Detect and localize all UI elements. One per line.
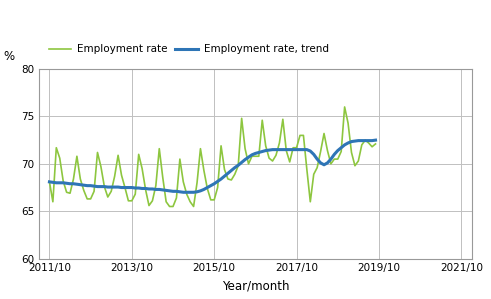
Employment rate, trend (180, 190, 186, 194)
Employment rate, trend (139, 187, 145, 190)
Employment rate (139, 167, 145, 170)
Employment rate (373, 142, 379, 146)
Legend: Employment rate, Employment rate, trend: Employment rate, Employment rate, trend (44, 40, 333, 58)
Employment rate (225, 177, 231, 181)
Employment rate (342, 105, 348, 109)
Employment rate, trend (349, 140, 355, 143)
Employment rate, trend (191, 190, 196, 194)
Line: Employment rate: Employment rate (50, 107, 376, 207)
Y-axis label: %: % (3, 50, 14, 63)
Employment rate (215, 186, 220, 189)
Employment rate (166, 205, 172, 208)
Employment rate, trend (373, 138, 379, 142)
Employment rate (191, 205, 196, 208)
Employment rate (91, 190, 97, 193)
Employment rate, trend (91, 184, 97, 188)
Employment rate, trend (215, 180, 220, 183)
Employment rate, trend (47, 180, 53, 184)
Line: Employment rate, trend: Employment rate, trend (50, 140, 376, 192)
X-axis label: Year/month: Year/month (221, 279, 289, 292)
Employment rate (352, 164, 358, 167)
Employment rate, trend (225, 172, 231, 175)
Employment rate (47, 180, 53, 184)
